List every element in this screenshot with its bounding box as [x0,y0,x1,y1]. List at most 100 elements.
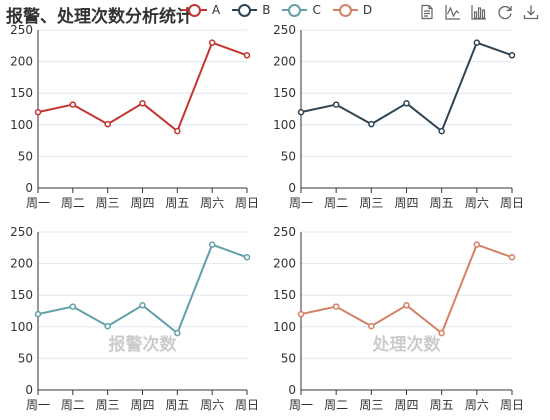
chart-3-ytick-label-3: 150 [10,288,33,302]
chart-2-point-3 [403,100,410,107]
chart-2-xtick-label-3: 周四 [394,196,418,210]
chart-2-ytick-label-1: 50 [281,149,296,163]
legend-label-b: B [262,3,271,17]
chart-1-ytick-label-5: 250 [10,23,33,37]
legend-item-d[interactable]: D [332,3,373,17]
chart-2-xtick-label-0: 周一 [289,196,313,210]
chart-4-ytick-label-4: 200 [273,257,296,271]
chart-3-ytick-label-0: 0 [25,383,33,397]
legend-marker-b-icon [232,3,258,17]
chart-3-point-1 [69,303,77,310]
chart-2-point-2 [368,120,375,128]
chart-1-ytick-label-2: 100 [10,118,33,132]
chart-2-ytick-label-5: 250 [273,23,296,37]
chart-3-point-6 [243,254,251,261]
legend-item-a[interactable]: A [182,3,220,17]
chart-2-xtick-label-4: 周五 [430,196,454,210]
chart-1-ytick-label-1: 50 [18,149,33,163]
chart-2-series-line [300,41,513,133]
chart-2-ytick-label-4: 200 [273,55,296,69]
chart-3-point-4 [174,329,181,337]
chart-3-xtick-label-6: 周日 [235,398,259,412]
chart-4-series-line [300,243,513,335]
chart-4-ytick-label-3: 150 [273,288,296,302]
chart-2-point-1 [332,101,340,108]
chart-4-ytick-label-0: 0 [288,383,296,397]
bar-chart-icon[interactable] [471,4,487,20]
chart-2-ytick-label-2: 100 [273,118,296,132]
legend-label-c: C [312,3,321,17]
chart-4-ytick-label-1: 50 [281,351,296,365]
chart-2-point-6 [508,52,516,59]
chart-2-xtick-label-6: 周日 [500,196,524,210]
chart-2-point-4 [438,127,445,135]
chart-1-point-1 [69,101,77,108]
chart-2-ytick-label-3: 150 [273,86,296,100]
chart-2-xtick-label-1: 周二 [324,196,348,210]
chart-1-xtick-label-2: 周三 [96,196,120,210]
save-image-icon[interactable] [523,4,539,20]
chart-3-xtick-label-5: 周六 [200,398,224,412]
chart-3-ytick-label-4: 200 [10,257,33,271]
chart-4-xtick-label-1: 周二 [324,398,348,412]
chart-title: 报警、处理次数分析统计 [6,7,193,27]
chart-1-xtick-label-1: 周二 [61,196,85,210]
chart-1-point-5 [208,39,216,46]
chart-1-point-4 [174,127,181,135]
chart-4-xtick-label-0: 周一 [289,398,313,412]
line-chart-icon[interactable] [445,4,461,20]
chart-4-watermark: 处理次数 [372,334,442,355]
legend: A B C D [182,3,384,17]
data-view-icon[interactable] [419,4,435,20]
chart-1-point-2 [104,120,111,128]
chart-3-point-0 [34,310,42,318]
chart-1-point-3 [139,100,146,107]
chart-3-xtick-label-3: 周四 [130,398,154,412]
legend-item-b[interactable]: B [232,3,270,17]
chart-3-point-3 [139,302,146,309]
legend-label-d: D [362,3,373,17]
chart-2-ytick-label-0: 0 [288,181,296,195]
chart-3-ytick-label-2: 100 [10,320,33,334]
chart-4-ytick-label-2: 100 [273,320,296,334]
chart-1-xtick-label-4: 周五 [165,196,189,210]
chart-3-watermark: 报警次数 [109,334,178,355]
chart-2-xtick-label-5: 周六 [465,196,489,210]
chart-4-point-6 [508,254,516,261]
legend-label-a: A [212,3,221,17]
chart-1-xtick-label-5: 周六 [200,196,224,210]
chart-4-xtick-label-5: 周六 [465,398,489,412]
chart-3-series-line [37,243,248,335]
chart-1-ytick-label-3: 150 [10,86,33,100]
legend-item-c[interactable]: C [282,3,321,17]
chart-1-ytick-label-0: 0 [25,181,33,195]
legend-marker-a-icon [182,3,207,17]
chart-3-xtick-label-2: 周三 [96,398,120,412]
chart-4-xtick-label-3: 周四 [394,398,418,412]
chart-4-xtick-label-4: 周五 [430,398,454,412]
chart-1-point-0 [34,108,42,116]
legend-marker-d-icon [332,3,358,17]
chart-1-series-line [37,41,248,133]
restore-icon[interactable] [497,4,513,20]
chart-1-point-6 [243,52,251,59]
chart-3-point-5 [208,241,216,248]
chart-4-point-3 [403,302,410,309]
chart-1-xtick-label-3: 周四 [130,196,154,210]
chart-4-xtick-label-6: 周日 [500,398,524,412]
chart-3-ytick-label-1: 50 [18,351,33,365]
chart-1-xtick-label-6: 周日 [235,196,259,210]
chart-3-xtick-label-4: 周五 [165,398,189,412]
chart-1-ytick-label-4: 200 [10,55,33,69]
chart-2-point-5 [473,39,481,46]
chart-4-point-5 [473,241,481,248]
chart-1-xtick-label-0: 周一 [26,196,50,210]
chart-4-point-4 [438,329,445,337]
chart-3-ytick-label-5: 250 [10,225,33,239]
chart-2-xtick-label-2: 周三 [359,196,383,210]
chart-4-point-2 [368,322,375,330]
legend-marker-c-icon [282,3,308,17]
toolbox [419,4,549,20]
chart-3-xtick-label-1: 周二 [61,398,85,412]
